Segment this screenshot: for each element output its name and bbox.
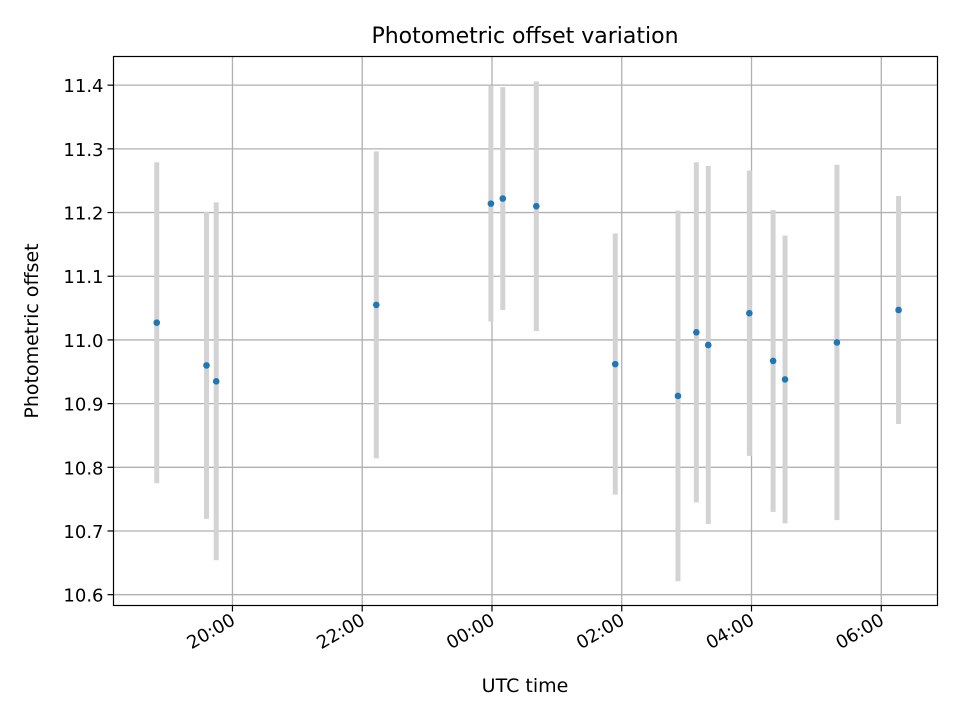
data-point bbox=[533, 202, 540, 210]
data-point bbox=[746, 309, 753, 317]
y-tick-label: 11.0 bbox=[63, 331, 103, 352]
y-tick-label: 10.6 bbox=[63, 586, 103, 607]
data-point bbox=[674, 392, 682, 400]
plot-area-frame bbox=[112, 55, 939, 607]
x-axis-label: UTC time bbox=[482, 675, 569, 697]
data-point bbox=[781, 376, 789, 383]
data-point bbox=[769, 357, 777, 365]
data-point bbox=[153, 319, 161, 327]
data-point bbox=[203, 362, 210, 369]
data-point bbox=[372, 301, 380, 309]
y-tick-label: 10.9 bbox=[63, 395, 103, 416]
chart-title: Photometric offset variation bbox=[371, 24, 678, 49]
y-tick-label: 11.1 bbox=[63, 267, 103, 288]
y-axis-label: Photometric offset bbox=[21, 243, 43, 418]
y-tick-label: 11.2 bbox=[63, 204, 103, 225]
data-point bbox=[704, 341, 712, 349]
y-tick-label: 10.7 bbox=[63, 522, 103, 543]
data-point bbox=[212, 378, 220, 385]
y-tick-label: 11.3 bbox=[63, 140, 103, 161]
data-point bbox=[693, 328, 700, 336]
data-points bbox=[153, 195, 902, 400]
y-tick-label: 10.8 bbox=[63, 458, 103, 479]
data-point bbox=[487, 200, 495, 207]
data-point bbox=[611, 360, 619, 368]
y-tick-label: 11.4 bbox=[63, 76, 103, 97]
data-point bbox=[499, 195, 507, 202]
data-point bbox=[833, 339, 841, 346]
data-point bbox=[895, 306, 902, 314]
y-axis-ticks: 10.6 10.7 10.8 10.9 11.0 11.1 11.2 11.3 11.4 bbox=[63, 76, 114, 607]
